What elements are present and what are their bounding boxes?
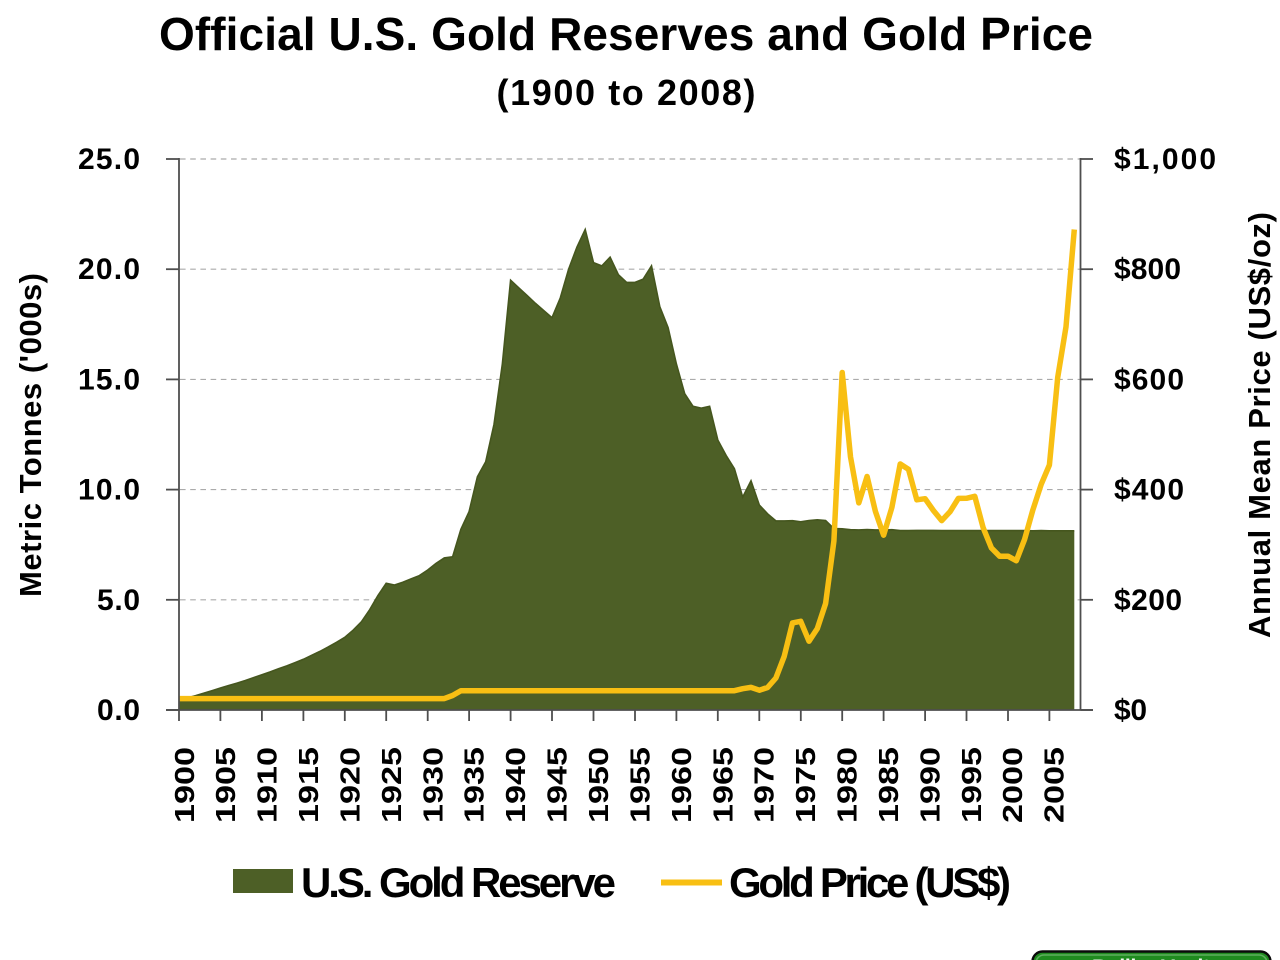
svg-text:1905: 1905	[210, 747, 241, 823]
svg-text:1925: 1925	[376, 747, 407, 823]
svg-text:2000: 2000	[997, 747, 1028, 823]
svg-text:1945: 1945	[542, 747, 573, 823]
svg-text:U.S. Gold Reserve: U.S. Gold Reserve	[301, 859, 616, 906]
svg-text:2005: 2005	[1039, 747, 1070, 823]
svg-text:1995: 1995	[956, 747, 987, 823]
svg-text:5.0: 5.0	[97, 584, 140, 617]
svg-text:Metric Tonnes ('000s): Metric Tonnes ('000s)	[13, 273, 48, 597]
svg-text:1990: 1990	[914, 747, 945, 823]
svg-text:1965: 1965	[707, 747, 738, 823]
svg-text:Official U.S. Gold Reserves an: Official U.S. Gold Reserves and Gold Pri…	[159, 8, 1093, 60]
svg-text:1920: 1920	[335, 747, 366, 823]
svg-text:20.0: 20.0	[78, 253, 140, 286]
svg-text:10.0: 10.0	[78, 474, 140, 507]
svg-text:1970: 1970	[749, 747, 780, 823]
svg-text:1915: 1915	[293, 747, 324, 823]
svg-text:1985: 1985	[873, 747, 904, 823]
svg-text:15.0: 15.0	[78, 363, 140, 396]
svg-text:Gold Price (US$): Gold Price (US$)	[729, 859, 1011, 906]
svg-text:$600: $600	[1114, 363, 1184, 396]
svg-text:$400: $400	[1114, 474, 1184, 507]
svg-text:1910: 1910	[252, 747, 283, 823]
svg-text:(1900 to 2008): (1900 to 2008)	[497, 72, 756, 113]
svg-text:$800: $800	[1114, 253, 1181, 286]
svg-text:$0: $0	[1114, 694, 1147, 727]
svg-text:1940: 1940	[500, 747, 531, 823]
svg-text:1975: 1975	[790, 747, 821, 823]
svg-text:0.0: 0.0	[97, 694, 140, 727]
svg-text:25.0: 25.0	[78, 143, 140, 176]
svg-text:BullionVault: BullionVault	[1092, 956, 1210, 960]
svg-text:1955: 1955	[624, 747, 655, 823]
svg-text:1960: 1960	[666, 747, 697, 823]
svg-text:Annual Mean Price (US$/oz): Annual Mean Price (US$/oz)	[1242, 212, 1277, 638]
svg-text:1980: 1980	[832, 747, 863, 823]
svg-text:1900: 1900	[169, 747, 200, 823]
svg-text:1935: 1935	[459, 747, 490, 823]
svg-text:$200: $200	[1114, 584, 1182, 617]
svg-text:$1,000: $1,000	[1114, 143, 1216, 176]
svg-text:1930: 1930	[417, 747, 448, 823]
svg-text:1950: 1950	[583, 747, 614, 823]
